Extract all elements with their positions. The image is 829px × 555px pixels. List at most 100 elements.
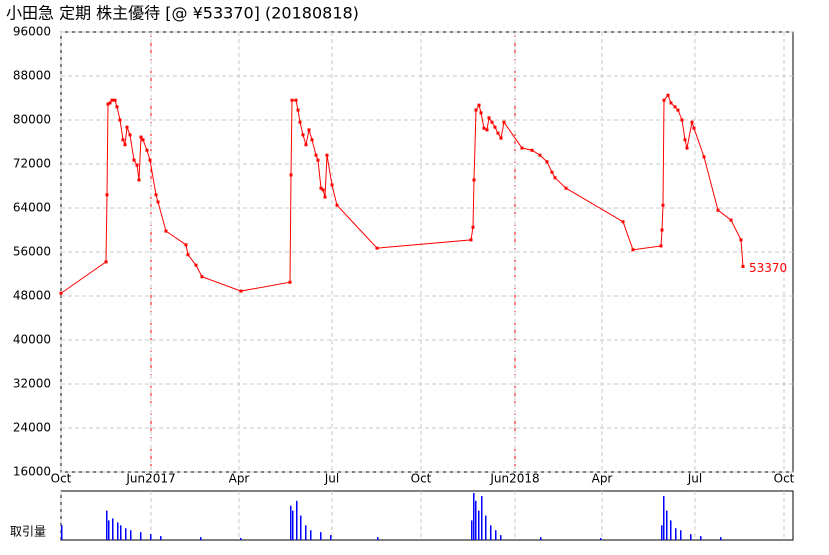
point: [499, 136, 503, 140]
point: [716, 208, 720, 212]
point: [472, 178, 476, 182]
point: [490, 120, 494, 124]
point: [123, 143, 127, 147]
point: [335, 203, 339, 207]
point: [104, 260, 108, 264]
x-tick-label: Apr: [229, 472, 250, 486]
volume-frame: [60, 490, 794, 541]
point: [469, 238, 473, 242]
volume-bar: [150, 534, 152, 540]
volume-bar: [471, 520, 473, 540]
point: [298, 120, 302, 124]
volume-bar: [112, 518, 114, 540]
point: [314, 153, 318, 157]
point: [325, 153, 329, 157]
point: [164, 229, 168, 233]
volume-bar: [300, 515, 302, 540]
x-tick-label: Jun2017: [125, 472, 175, 486]
volume-bar: [720, 537, 722, 540]
x-tick-label: Apr: [592, 472, 613, 486]
point: [194, 263, 198, 267]
volume-bar: [130, 530, 132, 540]
volume-bar: [670, 520, 672, 540]
point: [676, 108, 680, 112]
point: [59, 291, 63, 295]
point: [485, 128, 489, 132]
volume-bar: [125, 528, 127, 540]
point: [685, 146, 689, 150]
volume-bar: [473, 493, 475, 540]
point: [156, 200, 160, 204]
point: [184, 243, 188, 247]
point: [139, 135, 143, 139]
volume-bar: [296, 500, 298, 540]
point: [310, 138, 314, 142]
volume-bar: [140, 532, 142, 540]
point: [288, 280, 292, 284]
point: [520, 146, 524, 150]
y-tick-label: 24000: [13, 421, 51, 435]
volume-bar: [290, 505, 292, 540]
point: [330, 183, 334, 187]
point: [479, 111, 483, 115]
volume-bar: [61, 525, 63, 540]
point: [477, 103, 481, 107]
chart-title: 小田急 定期 株主優待 [@ ¥53370] (20180818): [6, 4, 359, 23]
point: [135, 163, 139, 167]
point: [137, 178, 141, 182]
point: [145, 148, 149, 152]
point: [113, 98, 117, 102]
x-tick-label: Oct: [51, 472, 72, 486]
volume-bar: [675, 528, 677, 540]
volume-bar: [661, 525, 663, 540]
volume-bar: [120, 525, 122, 540]
volume-bar: [377, 537, 379, 540]
point: [200, 275, 204, 279]
volume-bar: [240, 538, 242, 540]
volume-bar: [481, 495, 483, 540]
point: [304, 143, 308, 147]
point: [690, 120, 694, 124]
point: [621, 220, 625, 224]
point: [105, 193, 109, 197]
volume-bar: [108, 520, 110, 540]
point: [530, 148, 534, 152]
point: [128, 133, 132, 137]
point: [110, 98, 114, 102]
point: [316, 158, 320, 162]
point: [154, 193, 158, 197]
x-tick-label: Oct: [774, 472, 795, 486]
x-tick-label: Oct: [411, 472, 432, 486]
volume-bar: [600, 538, 602, 540]
x-tick-label: Jul: [687, 472, 702, 486]
point: [125, 125, 129, 129]
point: [692, 126, 696, 130]
point: [307, 128, 311, 132]
point: [564, 186, 568, 190]
volume-bar: [292, 510, 294, 540]
volume-bar: [475, 500, 477, 540]
volume-bar: [330, 535, 332, 540]
point: [659, 244, 663, 248]
point: [680, 118, 684, 122]
volume-bar: [160, 536, 162, 540]
point: [301, 133, 305, 137]
point: [493, 125, 497, 129]
point: [471, 225, 475, 229]
point: [553, 176, 557, 180]
point: [660, 228, 664, 232]
volume-bar: [540, 537, 542, 540]
y-tick-label: 16000: [13, 465, 51, 479]
point: [115, 105, 119, 109]
volume-bar: [666, 510, 668, 540]
volume-label: 取引量: [10, 525, 46, 539]
y-tick-label: 96000: [13, 25, 51, 39]
point: [683, 138, 687, 142]
point: [741, 264, 745, 268]
volume-bar: [478, 510, 480, 540]
point: [289, 173, 293, 177]
last-value-label: 53370: [749, 261, 787, 275]
volume-bar: [495, 530, 497, 540]
point: [375, 246, 379, 250]
point: [323, 195, 327, 199]
